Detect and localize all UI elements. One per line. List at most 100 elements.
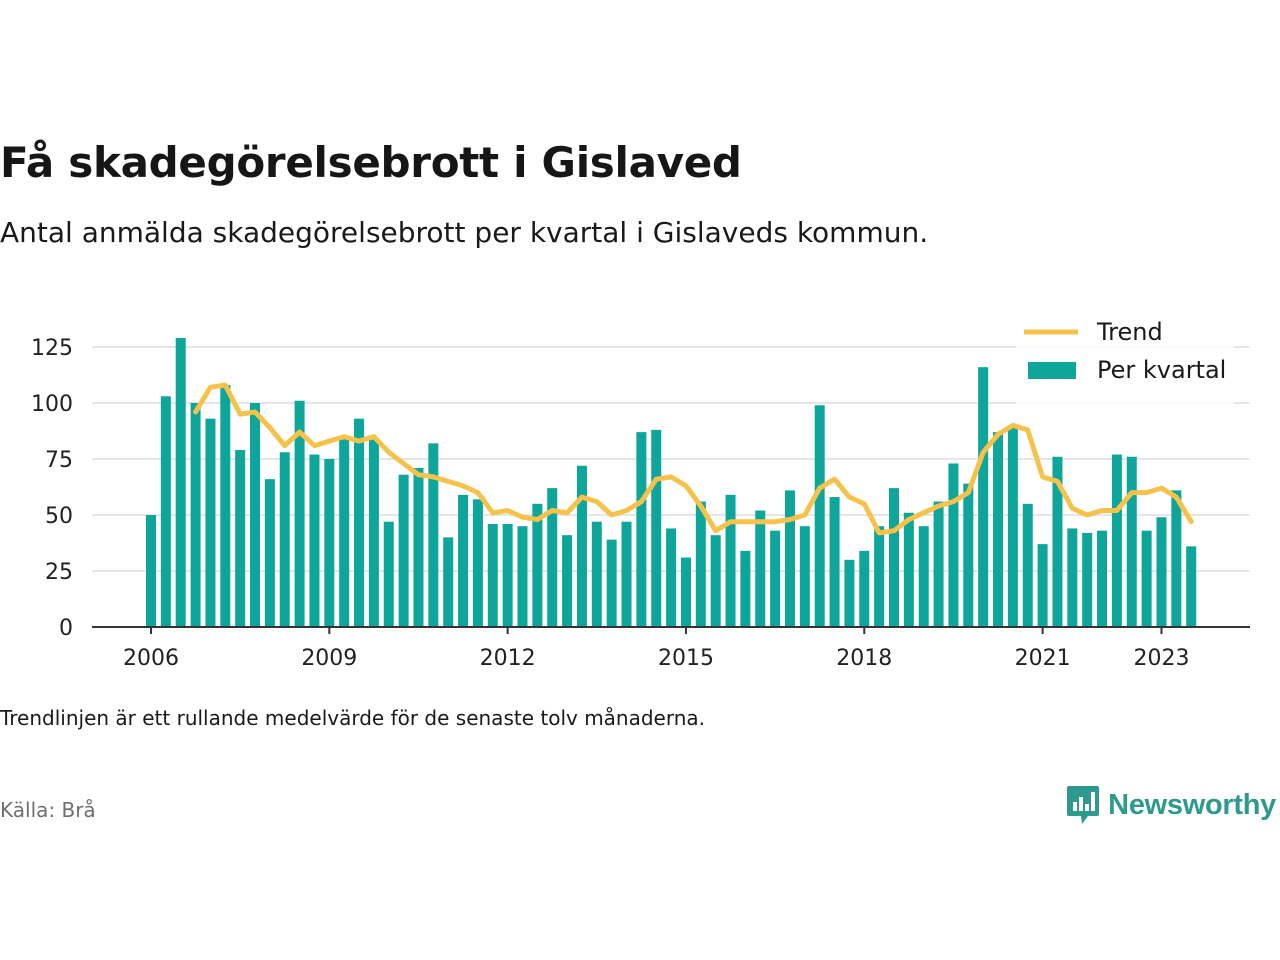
bar xyxy=(220,385,231,627)
bar xyxy=(814,405,825,627)
bar xyxy=(472,499,483,627)
bar xyxy=(1052,456,1063,627)
bar xyxy=(398,474,409,627)
bar xyxy=(264,479,275,627)
bar xyxy=(1141,530,1152,627)
bar xyxy=(918,526,929,627)
bar xyxy=(874,526,885,627)
bar xyxy=(695,501,706,627)
x-tick-label: 2009 xyxy=(301,646,357,671)
x-tick-label: 2012 xyxy=(480,646,536,671)
bar xyxy=(651,429,662,627)
bar xyxy=(1022,503,1033,627)
x-tick-label: 2021 xyxy=(1015,646,1071,671)
bar xyxy=(576,465,587,627)
bar xyxy=(547,488,558,627)
bar xyxy=(903,512,914,627)
y-tick-label: 25 xyxy=(45,560,73,585)
bar xyxy=(383,521,394,627)
bar xyxy=(710,535,721,627)
bar xyxy=(443,537,454,627)
bar xyxy=(889,488,899,627)
bar xyxy=(175,338,186,627)
bar xyxy=(666,528,677,627)
bar xyxy=(532,503,543,627)
y-tick-label: 0 xyxy=(59,616,73,641)
bar xyxy=(621,521,632,627)
x-axis: 2006 2009 2012 2015 2018 2021 2023 xyxy=(92,626,1250,671)
bar xyxy=(339,438,350,627)
bar xyxy=(502,523,513,627)
x-tick-label: 2015 xyxy=(658,646,714,671)
bar xyxy=(146,515,156,627)
legend-trend-label: Trend xyxy=(1096,318,1163,346)
y-tick-label: 75 xyxy=(45,448,73,473)
bar xyxy=(829,497,840,627)
legend: Trend Per kvartal xyxy=(1016,316,1234,406)
y-tick-label: 50 xyxy=(45,504,73,529)
legend-bar-swatch xyxy=(1028,362,1076,379)
bar xyxy=(279,452,290,627)
bar xyxy=(413,467,424,627)
y-axis-ticks: 0 25 50 75 100 125 xyxy=(31,336,73,641)
bar xyxy=(1082,532,1093,627)
x-tick-label: 2006 xyxy=(123,646,179,671)
legend-bar-label: Per kvartal xyxy=(1097,356,1226,384)
bar xyxy=(859,550,870,627)
bar xyxy=(1156,517,1167,627)
bar xyxy=(680,557,691,627)
bar xyxy=(1097,530,1108,627)
bar xyxy=(770,530,781,627)
bar xyxy=(740,550,751,627)
y-tick-label: 100 xyxy=(31,392,73,417)
bar xyxy=(205,418,216,627)
bar xyxy=(517,526,528,627)
bar xyxy=(235,450,246,627)
bar xyxy=(1111,454,1122,627)
brand-logo: Newsworthy xyxy=(1066,784,1276,826)
bar xyxy=(1186,546,1197,627)
bar xyxy=(933,501,944,627)
y-tick-label: 125 xyxy=(31,336,73,361)
bar xyxy=(250,403,261,627)
bar xyxy=(784,490,795,627)
bar xyxy=(428,443,439,627)
bar xyxy=(1171,490,1182,627)
bar xyxy=(1126,456,1137,627)
bar xyxy=(636,432,647,627)
brand-name: Newsworthy xyxy=(1108,788,1276,821)
bar xyxy=(1007,425,1018,627)
bar xyxy=(487,523,498,627)
trend-line xyxy=(193,382,1194,536)
bar xyxy=(190,403,201,627)
bar xyxy=(1037,544,1048,627)
bar xyxy=(562,535,573,627)
bar xyxy=(755,510,766,627)
bar xyxy=(725,494,736,627)
bar xyxy=(844,559,855,627)
bar xyxy=(354,418,365,627)
bar xyxy=(606,539,617,627)
bar xyxy=(978,367,989,627)
footnote: Trendlinjen är ett rullande medelvärde f… xyxy=(0,706,706,730)
x-tick-label: 2018 xyxy=(836,646,892,671)
bar xyxy=(160,396,171,627)
x-tick-label: 2023 xyxy=(1133,646,1189,671)
chart-title: Få skadegörelsebrott i Gislaved xyxy=(0,138,742,187)
bar xyxy=(324,459,335,627)
bar xyxy=(458,494,469,627)
bar xyxy=(948,463,959,627)
bar xyxy=(591,521,602,627)
bar xyxy=(799,526,810,627)
bar xyxy=(294,400,305,627)
source-credit: Källa: Brå xyxy=(0,798,96,822)
bar xyxy=(309,454,320,627)
bar xyxy=(1067,528,1078,627)
bar xyxy=(993,432,1004,627)
trend-series xyxy=(193,382,1194,536)
bar xyxy=(963,483,974,627)
bar-series xyxy=(146,338,1197,627)
chart-subtitle: Antal anmälda skadegörelsebrott per kvar… xyxy=(0,216,929,249)
bar xyxy=(368,438,379,627)
